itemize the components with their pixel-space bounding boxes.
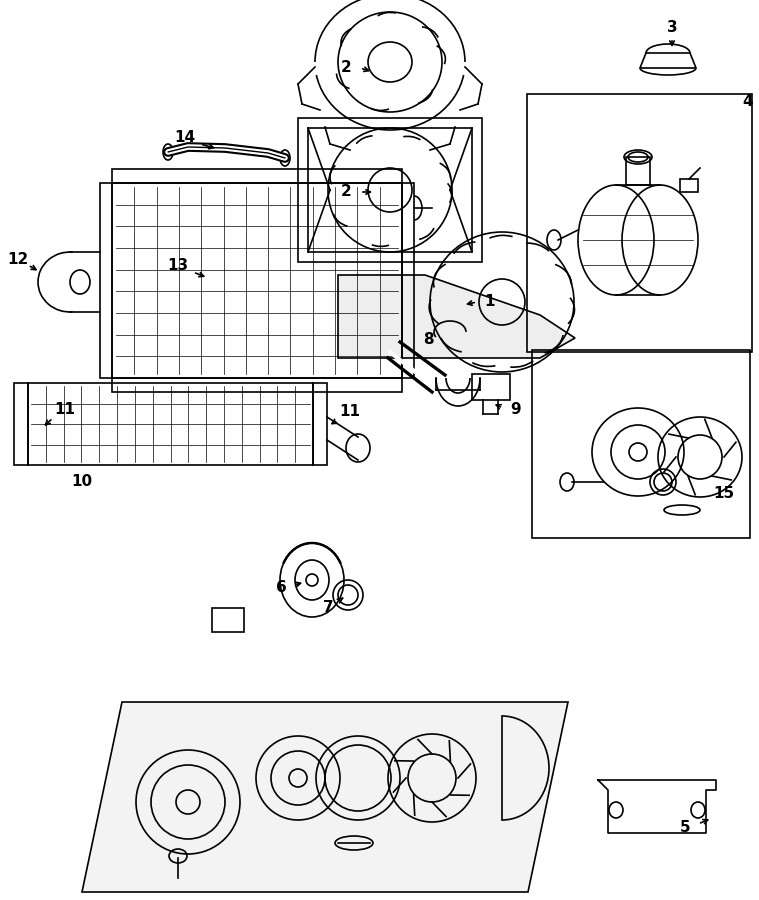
Text: 9: 9 xyxy=(511,402,521,418)
Text: 5: 5 xyxy=(680,821,691,835)
Text: 11: 11 xyxy=(339,404,361,419)
Text: 13: 13 xyxy=(168,257,188,273)
Bar xyxy=(112,169,402,183)
Bar xyxy=(212,608,244,632)
Text: 12: 12 xyxy=(8,253,29,267)
Polygon shape xyxy=(338,275,575,358)
Bar xyxy=(527,94,752,352)
Text: 11: 11 xyxy=(55,402,75,418)
Text: 10: 10 xyxy=(71,474,93,490)
Bar xyxy=(112,378,402,392)
Bar xyxy=(112,183,402,378)
Text: 6: 6 xyxy=(276,580,286,596)
Text: 7: 7 xyxy=(323,599,333,615)
Bar xyxy=(680,179,698,192)
Text: 14: 14 xyxy=(175,130,196,145)
Bar xyxy=(313,383,327,465)
Bar xyxy=(532,350,750,538)
Text: 1: 1 xyxy=(485,294,496,310)
Bar xyxy=(472,374,510,400)
Bar xyxy=(626,157,650,185)
Bar xyxy=(28,383,313,465)
Text: 2: 2 xyxy=(341,184,351,200)
Bar xyxy=(308,128,472,252)
Text: 15: 15 xyxy=(713,487,735,501)
Text: 4: 4 xyxy=(743,94,754,110)
Polygon shape xyxy=(82,702,568,892)
Text: 8: 8 xyxy=(423,332,433,347)
Bar xyxy=(298,118,482,262)
Text: 2: 2 xyxy=(341,60,351,76)
Text: 3: 3 xyxy=(666,20,677,34)
Bar xyxy=(14,383,28,465)
Bar xyxy=(402,183,414,378)
Bar xyxy=(100,183,112,378)
